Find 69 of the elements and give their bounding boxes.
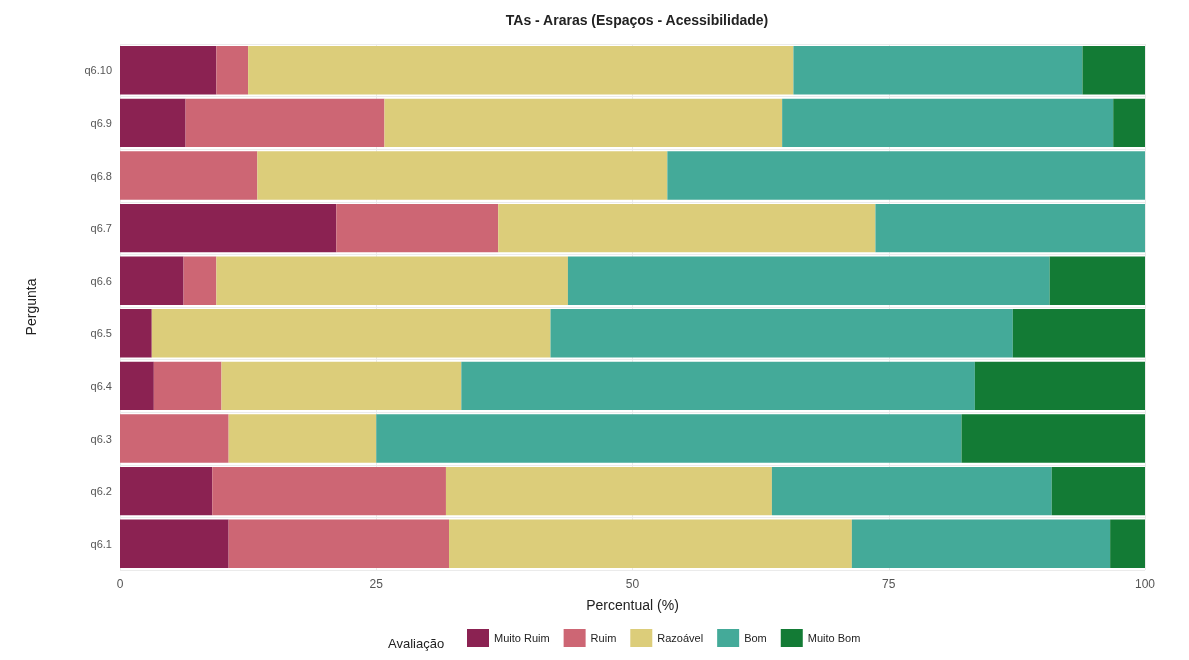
- legend-label: Razoável: [657, 632, 704, 644]
- x-tick-label: 100: [1134, 577, 1156, 591]
- bar: [974, 361, 1145, 411]
- bar: [771, 466, 1052, 516]
- chart-title: TAs - Araras (Espaços - Acessibilidade): [505, 12, 769, 28]
- legend-label: Bom: [744, 632, 767, 644]
- bar: [221, 361, 462, 411]
- bar: [228, 519, 450, 568]
- y-tick-label: q6.7: [90, 222, 112, 235]
- legend-title: Avaliação: [388, 636, 445, 651]
- bar: [216, 46, 249, 95]
- bar: [248, 46, 794, 95]
- bar: [153, 361, 222, 411]
- bar: [1012, 309, 1145, 358]
- y-tick-label: q6.10: [84, 64, 112, 77]
- bar: [498, 203, 876, 253]
- legend-label: Muito Bom: [807, 632, 861, 644]
- bar: [185, 98, 385, 148]
- bar: [445, 466, 772, 516]
- bar: [120, 151, 258, 200]
- y-tick-label: q6.1: [90, 537, 112, 550]
- x-tick-label: 25: [369, 577, 384, 591]
- bar: [1051, 466, 1145, 516]
- bar: [875, 203, 1145, 253]
- bar: [212, 466, 446, 516]
- bar: [257, 151, 668, 200]
- y-tick-label: q6.3: [90, 432, 112, 445]
- bar: [567, 256, 1050, 305]
- bar: [793, 46, 1083, 95]
- legend-label: Muito Ruim: [494, 632, 550, 644]
- bar: [449, 519, 852, 568]
- y-tick-label: q6.8: [90, 169, 112, 182]
- bar: [376, 414, 962, 463]
- bar: [1082, 46, 1145, 95]
- bar: [183, 256, 217, 305]
- bar: [120, 256, 184, 305]
- y-tick-label: q6.2: [90, 485, 112, 498]
- x-axis-title: Percentual (%): [586, 597, 679, 613]
- bar: [120, 98, 186, 148]
- bar: [336, 203, 499, 253]
- bar: [550, 309, 1013, 358]
- bar: [120, 519, 229, 568]
- bar: [782, 98, 1114, 148]
- bar: [961, 414, 1145, 463]
- bar: [1113, 98, 1145, 148]
- y-tick-label: q6.6: [90, 274, 112, 287]
- bar: [120, 203, 337, 253]
- x-tick-label: 0: [116, 577, 124, 591]
- bar: [216, 256, 568, 305]
- x-tick-label: 50: [625, 577, 640, 591]
- bar: [667, 151, 1145, 200]
- y-tick-label: q6.9: [90, 116, 112, 129]
- legend-label: Ruim: [590, 632, 617, 644]
- bar: [151, 309, 551, 358]
- bar: [384, 98, 783, 148]
- bar: [1110, 519, 1145, 568]
- bar: [120, 309, 152, 358]
- y-tick-label: q6.4: [90, 379, 112, 392]
- x-tick-label: 75: [882, 577, 896, 591]
- y-tick-label: q6.5: [90, 327, 112, 340]
- bar: [851, 519, 1111, 568]
- bar: [228, 414, 377, 463]
- bar: [120, 414, 229, 463]
- bar: [461, 361, 975, 411]
- bar: [120, 361, 154, 411]
- y-axis-title: Pergunta: [23, 278, 39, 336]
- bar: [1049, 256, 1145, 305]
- bar: [120, 46, 217, 95]
- bar: [120, 466, 213, 516]
